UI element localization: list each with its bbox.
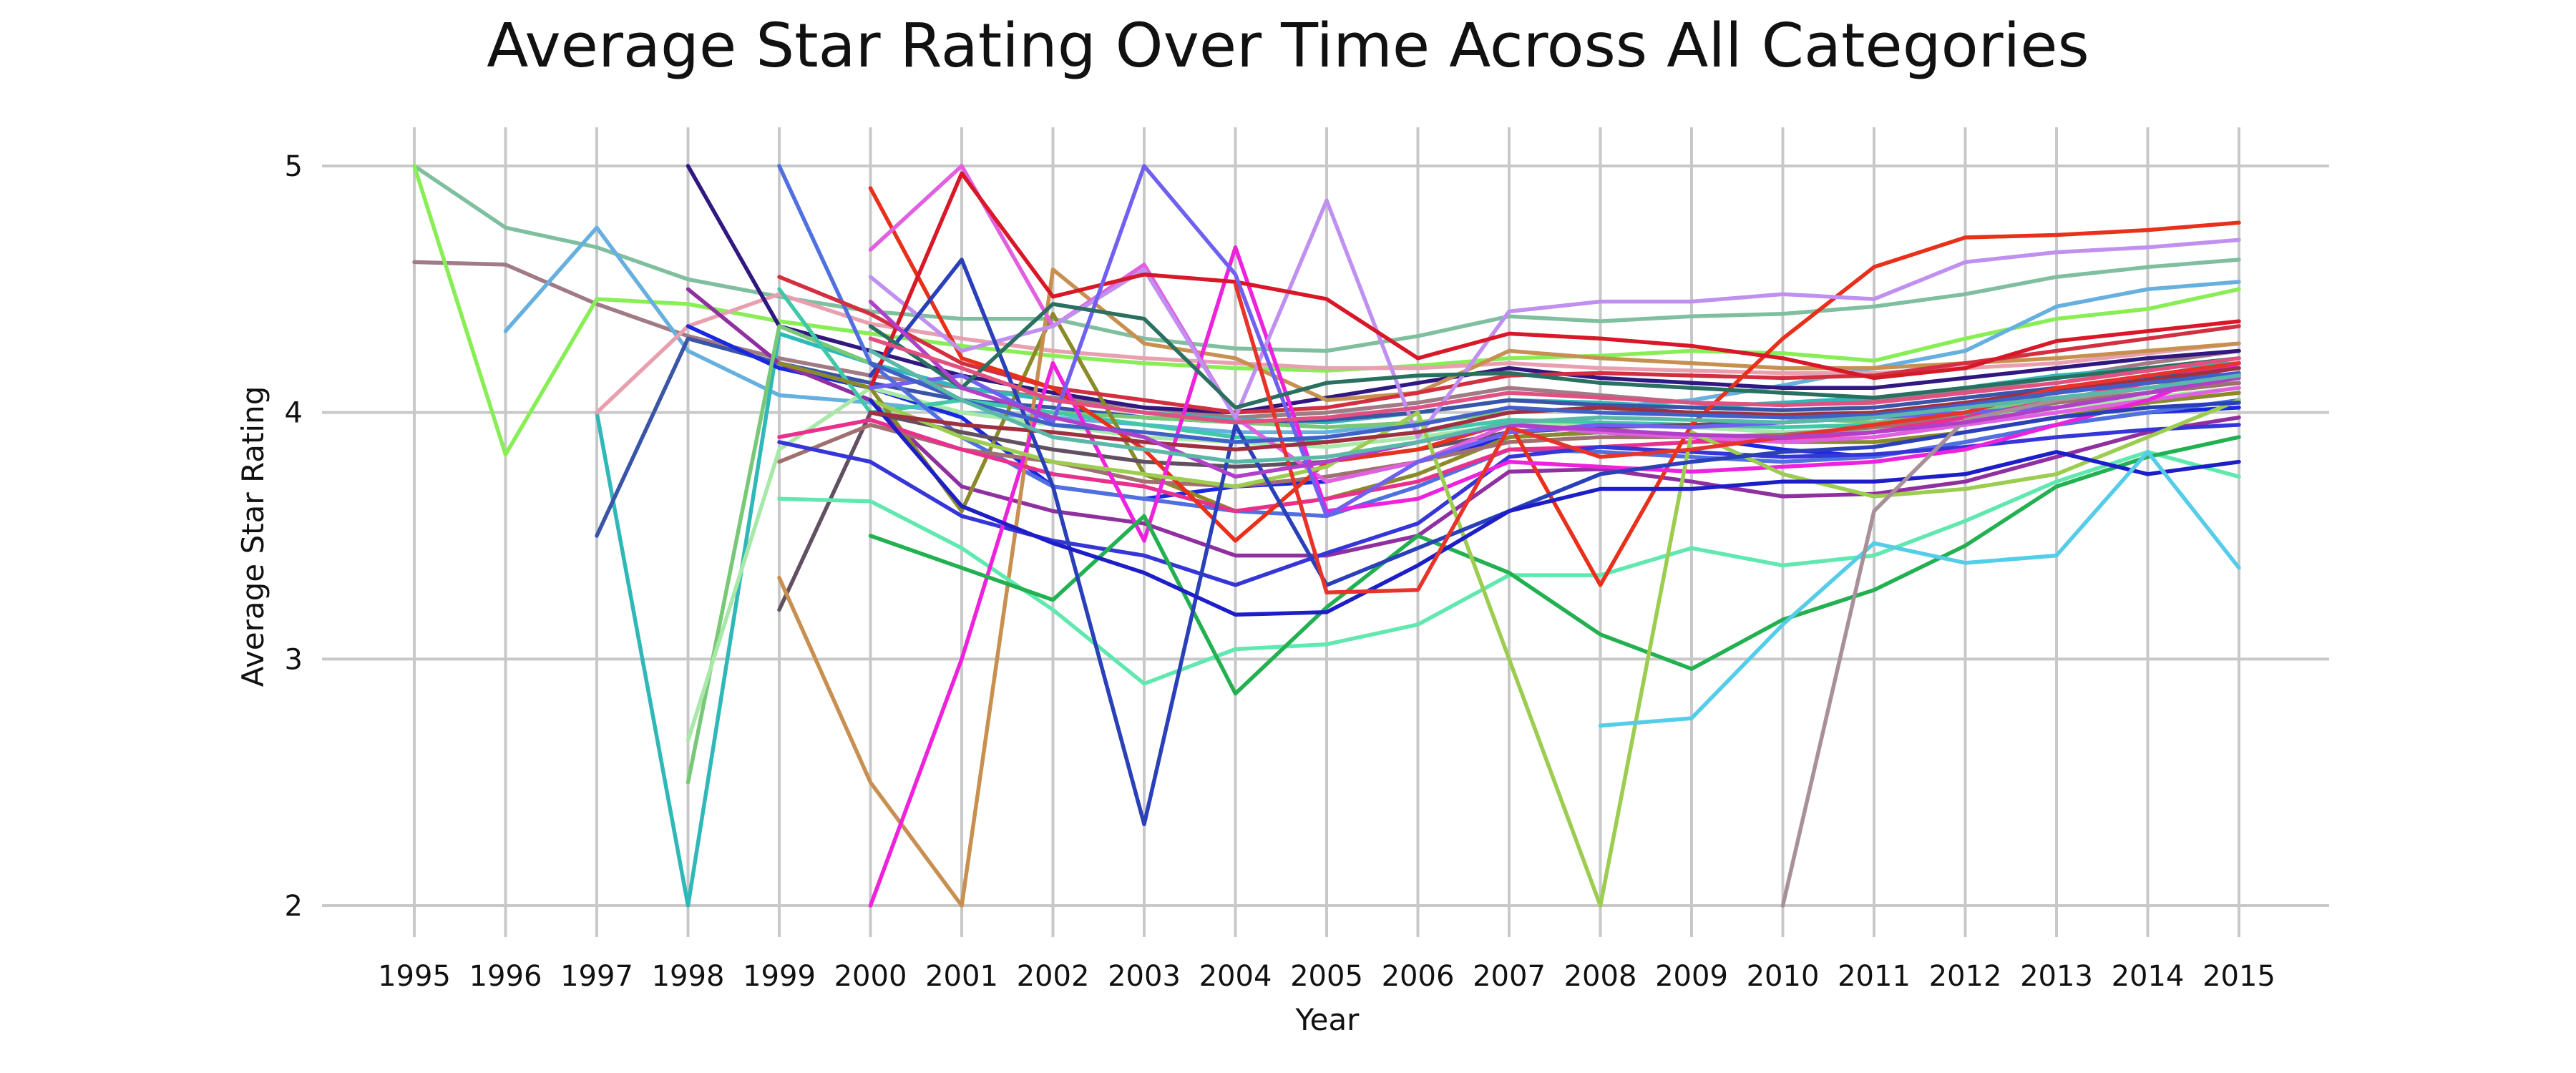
x-tick-label: 2006: [1382, 960, 1455, 993]
series-line-2: [412, 260, 2241, 420]
series-line-33: [1598, 450, 2241, 728]
x-tick-label: 2007: [1473, 960, 1546, 993]
y-tick-labels: 2 3 4 5: [285, 150, 303, 923]
x-tick-label: 2001: [925, 960, 998, 993]
x-tick-label: 2002: [1017, 960, 1090, 993]
x-tick-label: 2015: [2202, 960, 2275, 993]
y-tick-label: 3: [285, 643, 303, 676]
chart-title: Average Star Rating Over Time Across All…: [487, 11, 2089, 82]
y-axis-label: Average Star Rating: [235, 386, 270, 687]
series-line-18: [777, 268, 2241, 908]
series-line-37: [1233, 282, 2241, 595]
x-tick-label: 2011: [1838, 960, 1911, 993]
series-line-32: [868, 398, 2241, 617]
series-line-10: [686, 287, 2241, 558]
series-line-3: [412, 164, 2241, 457]
y-tick-label: 2: [285, 890, 303, 923]
x-tick-label: 1998: [652, 960, 725, 993]
series-line-28: [868, 398, 2241, 908]
x-tick-label: 2003: [1108, 960, 1181, 993]
x-tick-label: 1995: [378, 960, 451, 993]
x-tick-label: 1997: [560, 960, 633, 993]
x-tick-label: 1996: [469, 960, 542, 993]
x-tick-label: 2009: [1655, 960, 1728, 993]
x-tick-label: 2004: [1199, 960, 1272, 993]
y-tick-label: 5: [285, 150, 303, 183]
series-line-29: [868, 258, 2241, 827]
grid: [322, 127, 2329, 937]
y-tick-label: 4: [285, 397, 303, 430]
x-tick-label: 1999: [743, 960, 816, 993]
x-tick-label: 2000: [834, 960, 907, 993]
series-line-30: [868, 171, 2241, 390]
x-tick-labels: 1995 1996 1997 1998 1999 2000 2001 2002 2003 2004…: [378, 960, 2275, 993]
x-tick-label: 2014: [2112, 960, 2185, 993]
series-line-35: [868, 302, 2241, 410]
x-tick-label: 2005: [1290, 960, 1363, 993]
series-line-40: [868, 348, 2241, 464]
x-tick-label: 2012: [1929, 960, 2002, 993]
series-line-4: [503, 225, 2241, 434]
series-line-1: [412, 164, 2241, 353]
series-lines: [412, 164, 2241, 908]
x-tick-label: 2010: [1747, 960, 1820, 993]
series-line-25: [868, 245, 2241, 908]
x-axis-label: Year: [1295, 1002, 1360, 1037]
series-line-41: [868, 336, 2241, 425]
x-tick-label: 2008: [1564, 960, 1637, 993]
series-line-23: [868, 186, 2241, 587]
series-line-39: [868, 299, 2241, 479]
x-tick-label: 2013: [2020, 960, 2093, 993]
